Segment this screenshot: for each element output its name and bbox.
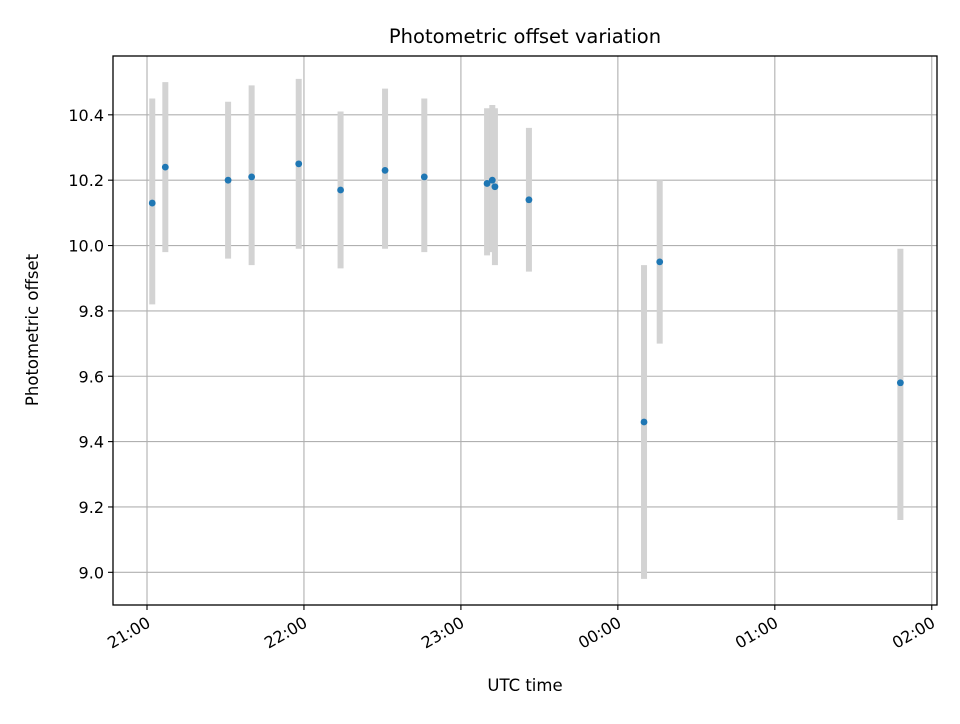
- x-tick-label: 02:00: [889, 613, 938, 653]
- data-point: [148, 199, 156, 207]
- x-tick-label: 22:00: [261, 613, 310, 653]
- y-axis-label: Photometric offset: [23, 253, 42, 406]
- data-point: [488, 176, 496, 184]
- data-point: [224, 176, 232, 184]
- y-tick-layer: 9.0 9.2 9.4 9.6 9.8 10.0 10.2 10.4: [68, 106, 113, 582]
- y-tick-label: 10.0: [68, 237, 104, 256]
- data-point: [381, 166, 389, 174]
- data-point: [420, 173, 428, 181]
- y-tick-label: 10.2: [68, 171, 104, 190]
- x-tick-label: 21:00: [104, 613, 153, 653]
- point-layer: [148, 160, 904, 426]
- data-point: [295, 160, 303, 168]
- chart-title: Photometric offset variation: [389, 25, 661, 48]
- x-tick-layer: 21:00 22:00 23:00 00:00 01:00 02:00: [104, 605, 938, 652]
- data-point: [640, 418, 648, 426]
- y-tick-label: 9.6: [79, 367, 104, 386]
- y-tick-label: 10.4: [68, 106, 104, 125]
- y-tick-label: 9.8: [79, 302, 104, 321]
- data-point: [248, 173, 256, 181]
- grid-layer: [113, 56, 937, 605]
- data-point: [656, 258, 664, 266]
- plot-frame: [112, 55, 938, 606]
- y-tick-label: 9.0: [79, 563, 104, 582]
- errorbar-layer: [149, 78, 904, 579]
- y-tick-label: 9.2: [79, 498, 104, 517]
- x-tick-label: 23:00: [418, 613, 467, 653]
- data-point: [896, 379, 904, 387]
- x-axis-label: UTC time: [487, 676, 562, 695]
- x-tick-label: 01:00: [732, 613, 781, 653]
- x-tick-label: 00:00: [575, 613, 624, 653]
- data-point: [337, 186, 344, 194]
- data-point: [491, 183, 499, 191]
- data-point: [483, 180, 491, 187]
- data-point: [525, 196, 533, 204]
- data-point: [161, 163, 169, 171]
- y-tick-label: 9.4: [79, 433, 104, 452]
